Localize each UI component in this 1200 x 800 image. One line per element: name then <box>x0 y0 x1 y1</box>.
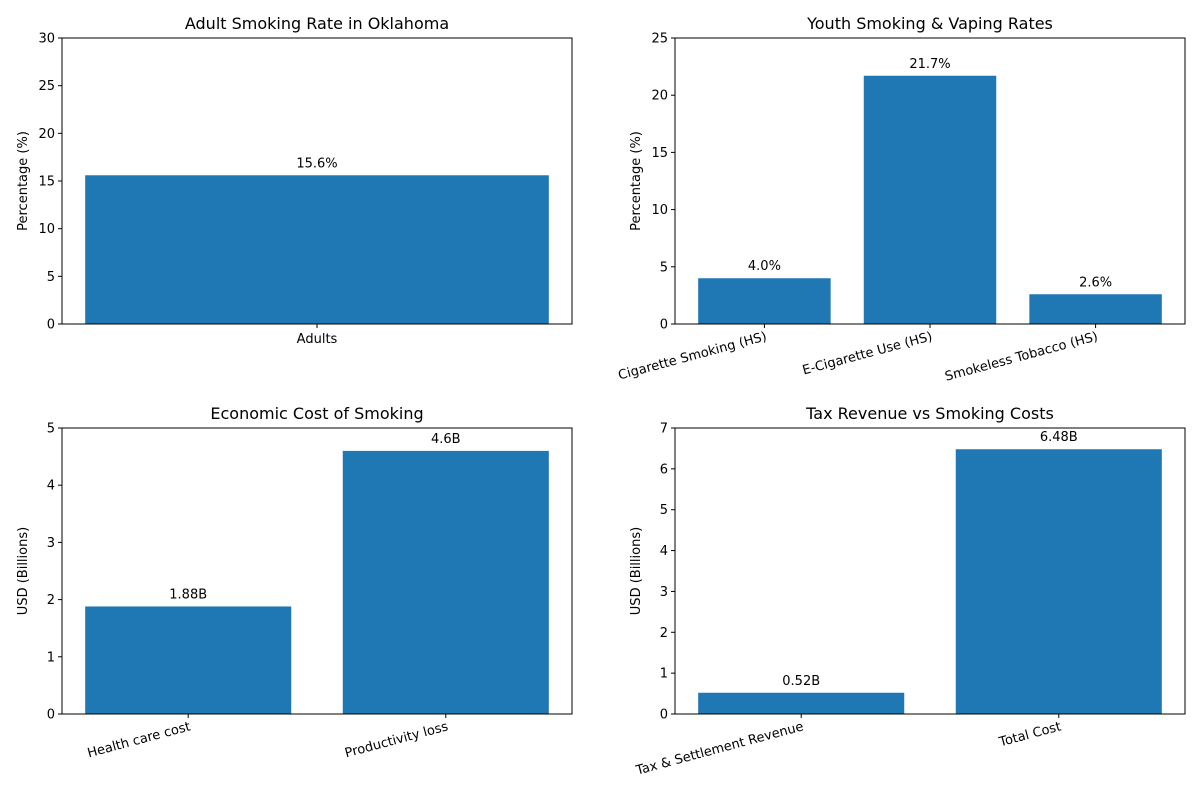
y-tick-label: 3 <box>47 536 55 551</box>
bar <box>863 75 997 324</box>
y-tick-label: 25 <box>651 32 668 47</box>
plot-frame <box>674 427 1186 715</box>
y-tick-label: 25 <box>38 79 55 94</box>
bar-value-label: 21.7% <box>909 57 950 72</box>
bar-value-label: 2.6% <box>1079 275 1112 290</box>
y-tick-label: 4 <box>660 544 668 559</box>
y-tick-label: 5 <box>660 260 668 275</box>
bar-value-label: 6.48B <box>1040 430 1078 445</box>
bar-value-label: 1.88B <box>169 587 207 602</box>
y-tick-label: 2 <box>47 593 55 608</box>
y-tick-label: 7 <box>660 422 668 437</box>
bar <box>698 692 905 714</box>
y-tick-label: 3 <box>660 585 668 600</box>
y-tick-label: 20 <box>651 89 668 104</box>
chart-title: Tax Revenue vs Smoking Costs <box>805 404 1054 423</box>
chart-title: Economic Cost of Smoking <box>210 404 423 423</box>
bar <box>1029 294 1162 324</box>
chart-panel-3: Economic Cost of Smoking USD (Billions) 0 1… <box>16 404 573 761</box>
bar <box>85 175 549 324</box>
y-tick-label: 5 <box>47 422 55 437</box>
y-axis-label: USD (Billions) <box>629 527 644 615</box>
y-tick-label: 5 <box>47 270 55 285</box>
plot-frame <box>674 37 1186 325</box>
bar <box>85 606 292 714</box>
y-tick-label: 1 <box>660 667 668 682</box>
x-tick-label: Adults <box>297 332 338 347</box>
y-tick-label: 2 <box>660 626 668 641</box>
bar-value-label: 0.52B <box>782 674 820 689</box>
bar-value-label: 4.0% <box>748 259 781 274</box>
y-tick-label: 4 <box>47 479 55 494</box>
plot-frame <box>61 37 573 325</box>
y-tick-label: 20 <box>38 127 55 142</box>
y-tick-label: 15 <box>38 175 55 190</box>
x-tick-label: Tax & Settlement Revenue <box>634 719 806 778</box>
chart-panel-4: Tax Revenue vs Smoking Costs USD (Billion… <box>629 404 1186 779</box>
x-tick-label: Health care cost <box>86 719 192 761</box>
x-tick-label: Smokeless Tobacco (HS) <box>943 329 1099 384</box>
chart-panel-2: Youth Smoking & Vaping Rates Percentage (… <box>617 14 1186 385</box>
y-tick-label: 0 <box>47 318 55 333</box>
y-axis-label: Percentage (%) <box>16 131 31 231</box>
x-tick-label: Cigarette Smoking (HS) <box>617 329 769 383</box>
y-tick-label: 0 <box>660 318 668 333</box>
bar <box>342 450 549 714</box>
bar-value-label: 4.6B <box>431 432 461 447</box>
y-axis-label: USD (Billions) <box>16 527 31 615</box>
y-tick-label: 1 <box>47 650 55 665</box>
x-tick-label: Total Cost <box>997 719 1063 750</box>
bar <box>955 449 1162 714</box>
y-tick-label: 15 <box>651 146 668 161</box>
y-tick-label: 10 <box>38 222 55 237</box>
y-tick-label: 30 <box>38 32 55 47</box>
y-tick-label: 0 <box>47 708 55 723</box>
x-tick-label: E-Cigarette Use (HS) <box>801 329 934 378</box>
y-tick-label: 10 <box>651 203 668 218</box>
plot-frame <box>61 427 573 715</box>
bar-value-label: 15.6% <box>296 156 337 171</box>
chart-panel-1: Adult Smoking Rate in Oklahoma Percentage… <box>16 14 573 347</box>
y-tick-label: 5 <box>660 503 668 518</box>
y-axis-label: Percentage (%) <box>629 131 644 231</box>
bar <box>698 278 831 324</box>
y-tick-label: 6 <box>660 462 668 477</box>
y-tick-label: 0 <box>660 708 668 723</box>
chart-title: Adult Smoking Rate in Oklahoma <box>185 14 449 33</box>
x-tick-label: Productivity loss <box>343 719 450 761</box>
chart-title: Youth Smoking & Vaping Rates <box>806 14 1053 33</box>
